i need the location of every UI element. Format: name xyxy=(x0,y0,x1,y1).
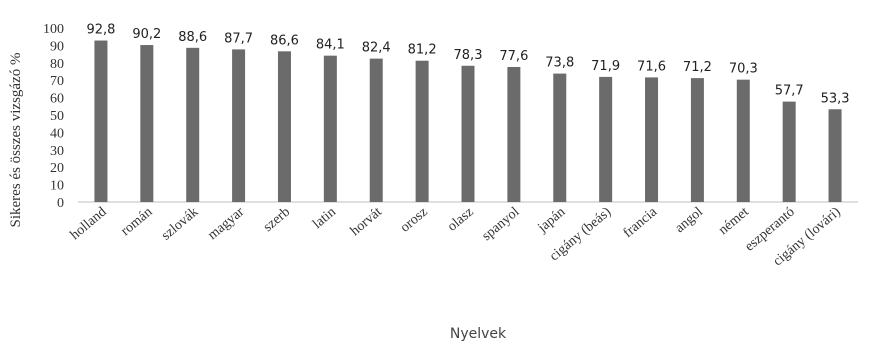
data-label: 81,2 xyxy=(408,43,437,58)
data-label: 57,7 xyxy=(775,84,804,99)
data-label: 71,6 xyxy=(637,59,666,74)
category-label: orosz xyxy=(398,205,431,236)
data-label: 88,6 xyxy=(178,30,207,45)
data-label: 87,7 xyxy=(224,31,253,46)
data-label: 78,3 xyxy=(454,48,483,63)
bar xyxy=(277,51,291,202)
bar xyxy=(690,78,704,202)
bar xyxy=(461,65,475,203)
category-label: latin xyxy=(310,205,339,232)
bar xyxy=(369,58,383,203)
y-tick-label: 70 xyxy=(50,74,64,89)
y-tick-label: 20 xyxy=(50,161,64,176)
y-tick-label: 10 xyxy=(50,179,64,194)
category-label: francia xyxy=(621,204,661,241)
data-label: 86,6 xyxy=(270,33,299,48)
bar xyxy=(140,45,154,202)
bar xyxy=(782,101,796,202)
bar xyxy=(415,60,429,202)
data-label: 71,9 xyxy=(591,59,620,74)
y-tick-label: 40 xyxy=(50,126,64,141)
category-label: román xyxy=(118,205,155,239)
bar xyxy=(736,79,750,202)
bar xyxy=(323,55,337,202)
bar xyxy=(232,49,246,202)
data-labels-group: 92,8 90,2 88,6 87,7 86,6 84,1 82,4 81,2 78,3 77,6… xyxy=(86,23,849,107)
category-label: olasz xyxy=(445,205,477,235)
category-label: holland xyxy=(68,205,110,243)
data-label: 82,4 xyxy=(362,41,391,56)
category-label: német xyxy=(716,205,752,239)
category-label: magyar xyxy=(205,204,247,243)
data-label: 70,3 xyxy=(729,62,758,77)
bar xyxy=(186,47,200,202)
y-tick-label: 50 xyxy=(50,109,64,124)
data-label: 71,2 xyxy=(683,60,712,75)
bar xyxy=(599,76,613,202)
data-label: 53,3 xyxy=(821,91,850,106)
category-label: japán xyxy=(535,205,569,237)
data-label: 92,8 xyxy=(86,23,115,38)
y-tick-label: 30 xyxy=(50,144,64,159)
bar xyxy=(94,40,108,202)
y-tick-label: 90 xyxy=(50,39,64,54)
data-label: 77,6 xyxy=(499,49,528,64)
y-tick-label: 60 xyxy=(50,92,64,107)
category-label: szerb xyxy=(261,205,293,235)
data-label: 90,2 xyxy=(132,27,161,42)
y-axis-title: Sikeres és összes vizsgázó % xyxy=(8,53,24,228)
bar xyxy=(828,109,842,202)
data-label: 84,1 xyxy=(316,38,345,53)
y-axis: 0 10 20 30 40 50 60 70 80 90 100 xyxy=(43,22,64,211)
bar xyxy=(645,77,659,202)
category-label: horvát xyxy=(348,205,385,240)
category-labels-group: holland román szlovák magyar szerb latin horvá… xyxy=(68,204,844,269)
bars-group xyxy=(94,40,842,203)
y-tick-label: 100 xyxy=(43,22,64,37)
y-tick-label: 0 xyxy=(57,196,64,211)
data-label: 73,8 xyxy=(545,56,574,71)
bar xyxy=(553,73,567,202)
category-label: angol xyxy=(673,205,707,237)
x-axis-title: Nyelvek xyxy=(450,326,507,342)
y-tick-label: 80 xyxy=(50,57,64,72)
category-label: szlovák xyxy=(159,205,201,244)
bar xyxy=(507,66,521,202)
category-label: spanyol xyxy=(479,205,522,245)
